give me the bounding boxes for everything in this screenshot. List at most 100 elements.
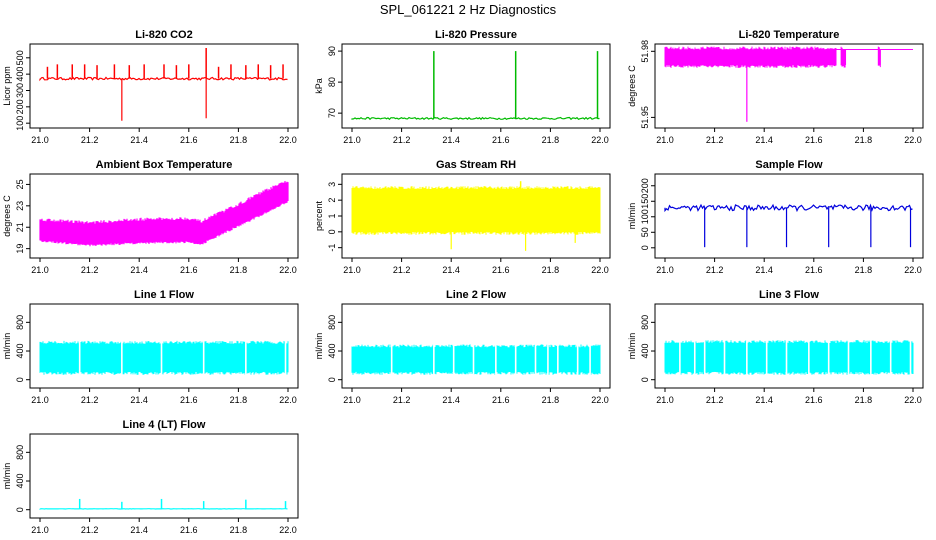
data-gap	[78, 340, 81, 375]
y-tick-label: 90	[327, 46, 337, 56]
data-gap	[589, 344, 591, 375]
y-axis-label: Licor ppm	[2, 66, 12, 106]
x-tick-label: 21.0	[31, 265, 49, 275]
data-gap	[472, 344, 475, 375]
y-tick-label: 100	[15, 116, 25, 131]
x-tick-label: 21.0	[343, 395, 361, 405]
panel-title: Ambient Box Temperature	[96, 159, 233, 171]
x-tick-label: 21.8	[542, 265, 560, 275]
x-tick-label: 21.2	[81, 265, 99, 275]
panel-2: Li-820 Temperature 21.0 21.2 21.4 21.6 21.8 22…	[627, 29, 924, 145]
data-gap	[557, 344, 559, 375]
panel-title: Line 4 (LT) Flow	[123, 419, 206, 431]
x-tick-label: 21.0	[31, 525, 49, 535]
x-tick-label: 22.0	[904, 265, 922, 275]
x-tick-label: 21.6	[180, 265, 198, 275]
data-gap	[202, 340, 205, 375]
data-gap	[765, 340, 768, 375]
data-noise	[351, 344, 601, 375]
y-tick-label: 2	[327, 198, 337, 203]
y-tick-label: 400	[15, 474, 25, 489]
y-axis-label: degrees C	[627, 65, 637, 107]
y-tick-label: 51.98	[640, 40, 650, 63]
x-tick-label: 21.6	[805, 135, 823, 145]
x-tick-label: 21.0	[656, 395, 674, 405]
x-tick-label: 21.8	[855, 265, 873, 275]
x-tick-label: 21.4	[442, 265, 460, 275]
data-gap	[785, 340, 788, 375]
data-gap	[160, 340, 163, 375]
x-tick-label: 22.0	[279, 135, 297, 145]
y-axis-label: ml/min	[314, 333, 324, 360]
panel-1: Li-820 Pressure 21.0 21.2 21.4 21.6 21.8 22.0 7…	[314, 29, 611, 145]
y-tick-label: 23	[15, 201, 25, 211]
y-tick-label: 800	[327, 315, 337, 330]
y-tick-label: 200	[15, 99, 25, 114]
data-gap	[514, 344, 517, 375]
y-tick-label: 3	[327, 182, 337, 187]
y-tick-label: 70	[327, 108, 337, 118]
x-tick-label: 21.2	[706, 395, 724, 405]
data-noise	[664, 46, 837, 68]
x-tick-label: 21.6	[180, 395, 198, 405]
data-gap	[679, 340, 681, 375]
y-tick-label: 400	[15, 67, 25, 82]
data-gap	[693, 340, 696, 375]
data-noise	[840, 46, 846, 68]
plot-frame	[654, 173, 924, 259]
panel-title: Sample Flow	[755, 159, 823, 171]
y-axis-label: ml/min	[2, 333, 12, 360]
x-tick-label: 21.4	[130, 395, 148, 405]
y-tick-label: 1	[327, 213, 337, 218]
panel-title: Line 2 Flow	[446, 289, 506, 301]
plot-frame	[29, 43, 299, 129]
data-line	[39, 76, 288, 82]
plot-frame	[341, 303, 611, 389]
data-gap	[245, 340, 247, 375]
data-band-trend	[39, 181, 289, 247]
y-tick-label: 25	[15, 179, 25, 189]
y-axis-label: degrees C	[2, 195, 12, 237]
data-gap	[723, 340, 726, 375]
panel-8: Line 3 Flow 21.0 21.2 21.4 21.6 21.8 22.0 0 400 8…	[627, 289, 924, 405]
x-tick-label: 21.0	[656, 135, 674, 145]
x-tick-label: 21.6	[492, 265, 510, 275]
panel-0: Li-820 CO2 21.0 21.2 21.4 21.6 21.8 22.0 100 200…	[2, 29, 299, 145]
x-tick-label: 21.0	[343, 135, 361, 145]
x-tick-label: 21.8	[230, 265, 248, 275]
x-tick-label: 21.6	[492, 135, 510, 145]
y-axis-label: ml/min	[2, 463, 12, 490]
x-tick-label: 21.8	[855, 135, 873, 145]
panel-title: Line 1 Flow	[134, 289, 194, 301]
y-tick-label: 150	[640, 194, 650, 209]
x-tick-label: 21.2	[81, 525, 99, 535]
x-tick-label: 21.2	[393, 265, 411, 275]
y-tick-label: -1	[327, 244, 337, 252]
y-tick-label: 400	[640, 344, 650, 359]
x-tick-label: 21.2	[706, 135, 724, 145]
data-gap	[889, 340, 892, 375]
plot-frame	[29, 303, 299, 389]
x-tick-label: 22.0	[904, 135, 922, 145]
x-tick-label: 21.4	[442, 135, 460, 145]
y-tick-label: 300	[15, 83, 25, 98]
x-tick-label: 21.8	[542, 135, 560, 145]
x-tick-label: 21.4	[130, 265, 148, 275]
x-tick-label: 21.2	[393, 135, 411, 145]
y-axis-label: kPa	[314, 78, 324, 94]
y-tick-label: 0	[327, 377, 337, 382]
data-gap	[452, 344, 455, 375]
x-tick-label: 21.4	[130, 525, 148, 535]
y-tick-label: 200	[640, 178, 650, 193]
y-tick-label: 0	[327, 229, 337, 234]
panel-title: Li-820 Pressure	[435, 29, 517, 41]
panel-7: Line 2 Flow 21.0 21.2 21.4 21.6 21.8 22.0 0 400 8…	[314, 289, 611, 405]
plot-frame	[654, 303, 924, 389]
panel-6: Line 1 Flow 21.0 21.2 21.4 21.6 21.8 22.0 0 400 8…	[2, 289, 299, 405]
x-tick-label: 21.8	[855, 395, 873, 405]
x-tick-label: 22.0	[591, 395, 609, 405]
data-line	[664, 203, 913, 213]
y-tick-label: 80	[327, 77, 337, 87]
y-tick-label: 400	[15, 344, 25, 359]
